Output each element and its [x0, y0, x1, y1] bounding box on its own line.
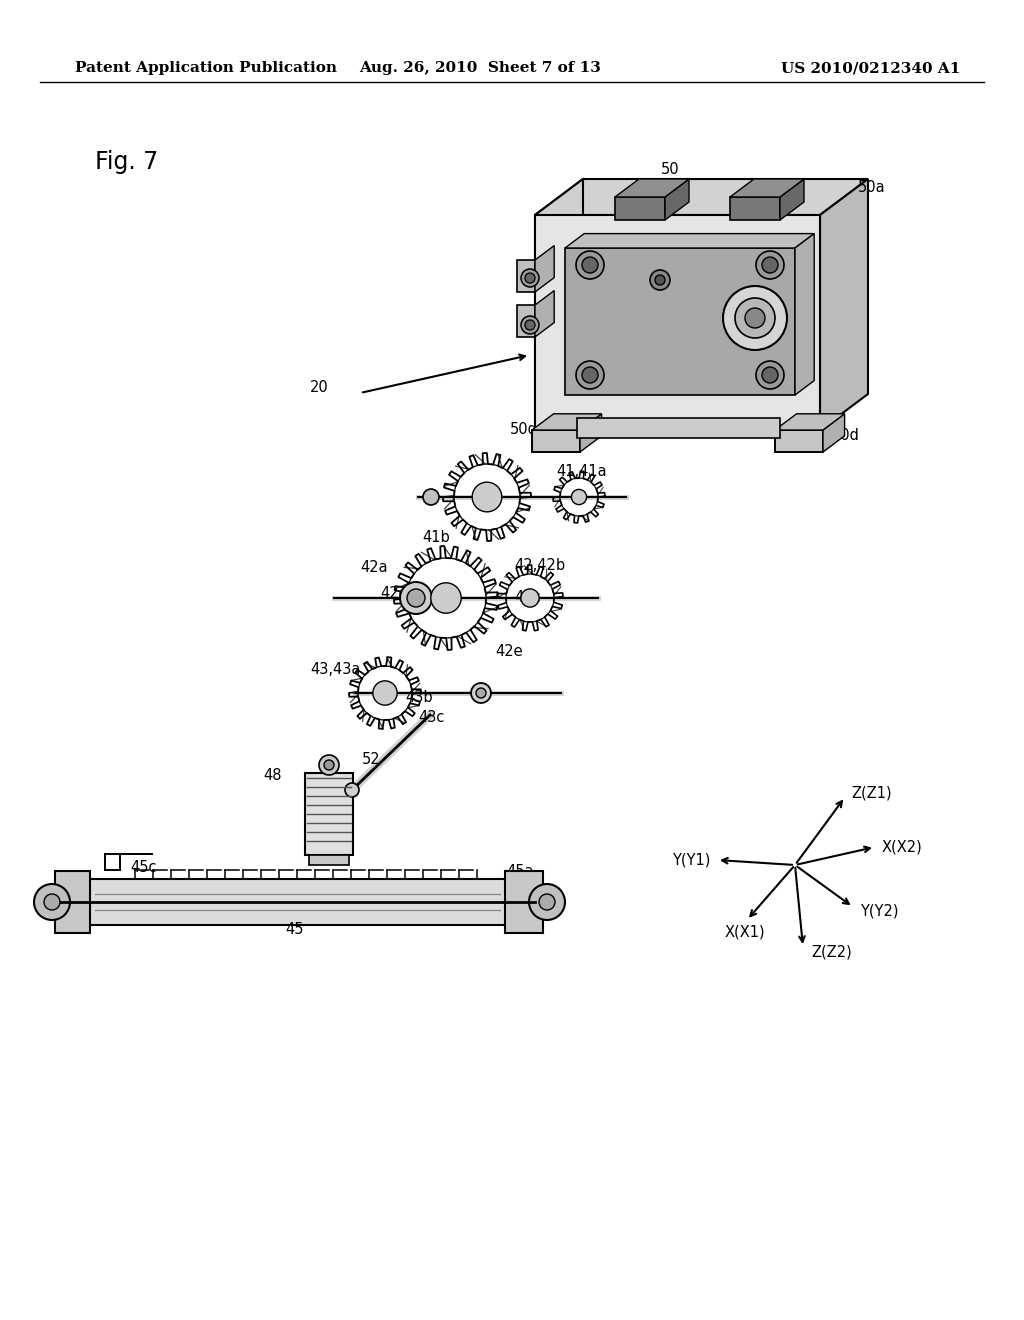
Polygon shape — [565, 234, 814, 248]
Circle shape — [431, 583, 461, 614]
Circle shape — [319, 755, 339, 775]
Text: 50e: 50e — [672, 268, 699, 282]
Text: 20: 20 — [310, 380, 329, 396]
Text: Y(Y1): Y(Y1) — [672, 853, 710, 867]
Circle shape — [571, 490, 587, 504]
Circle shape — [521, 269, 539, 286]
Circle shape — [345, 783, 359, 797]
Circle shape — [756, 251, 784, 279]
Polygon shape — [55, 871, 90, 933]
Circle shape — [756, 360, 784, 389]
Text: 42a: 42a — [360, 560, 388, 574]
Circle shape — [582, 257, 598, 273]
Text: 45: 45 — [285, 923, 303, 937]
Circle shape — [762, 367, 778, 383]
Circle shape — [575, 251, 604, 279]
Circle shape — [34, 884, 70, 920]
Text: 42c: 42c — [514, 590, 541, 605]
Polygon shape — [730, 180, 804, 197]
Polygon shape — [535, 215, 820, 430]
Polygon shape — [565, 248, 795, 395]
Text: 45b: 45b — [55, 920, 83, 936]
Circle shape — [575, 360, 604, 389]
Polygon shape — [532, 413, 602, 430]
Text: 50a: 50a — [858, 181, 886, 195]
Polygon shape — [795, 234, 814, 395]
Text: Y(Y2): Y(Y2) — [860, 903, 898, 919]
Polygon shape — [305, 774, 353, 855]
Circle shape — [407, 589, 425, 607]
Text: Aug. 26, 2010  Sheet 7 of 13: Aug. 26, 2010 Sheet 7 of 13 — [359, 61, 601, 75]
Text: 42,42b: 42,42b — [514, 557, 565, 573]
Circle shape — [521, 589, 539, 607]
Polygon shape — [823, 413, 845, 451]
Circle shape — [529, 884, 565, 920]
Circle shape — [521, 315, 539, 334]
Text: 50d: 50d — [831, 428, 860, 442]
Polygon shape — [535, 180, 868, 215]
Polygon shape — [775, 430, 823, 451]
Circle shape — [525, 273, 535, 282]
Circle shape — [762, 257, 778, 273]
Polygon shape — [532, 430, 580, 451]
Circle shape — [476, 688, 486, 698]
Text: 50b: 50b — [793, 302, 821, 318]
Polygon shape — [730, 197, 780, 220]
Polygon shape — [80, 879, 515, 925]
Text: 41b: 41b — [422, 531, 450, 545]
Circle shape — [539, 894, 555, 909]
Circle shape — [525, 319, 535, 330]
Text: 43,43a: 43,43a — [310, 663, 360, 677]
Text: 43c: 43c — [418, 710, 444, 726]
Text: 45c: 45c — [130, 861, 157, 875]
Polygon shape — [535, 246, 554, 292]
Text: 41,41a: 41,41a — [556, 465, 606, 479]
Text: X(X2): X(X2) — [882, 840, 923, 854]
Polygon shape — [780, 180, 804, 220]
Polygon shape — [517, 305, 535, 337]
Polygon shape — [535, 180, 583, 430]
Circle shape — [745, 308, 765, 327]
Text: 50: 50 — [660, 162, 679, 177]
Polygon shape — [615, 180, 689, 197]
Polygon shape — [665, 180, 689, 220]
Polygon shape — [535, 290, 554, 337]
Text: 50c: 50c — [618, 411, 645, 425]
Text: 42d: 42d — [380, 586, 408, 602]
Circle shape — [471, 682, 490, 704]
Circle shape — [723, 286, 787, 350]
Polygon shape — [820, 180, 868, 430]
Polygon shape — [505, 871, 543, 933]
Text: 42e: 42e — [495, 644, 522, 660]
Polygon shape — [775, 413, 845, 430]
Circle shape — [650, 271, 670, 290]
Circle shape — [373, 681, 397, 705]
Text: Z(Z1): Z(Z1) — [851, 785, 892, 800]
Text: Fig. 7: Fig. 7 — [95, 150, 159, 174]
Circle shape — [423, 488, 439, 506]
Polygon shape — [309, 855, 349, 865]
Text: 50d: 50d — [510, 422, 538, 437]
Polygon shape — [577, 418, 780, 438]
Polygon shape — [615, 197, 665, 220]
Text: Z(Z2): Z(Z2) — [811, 945, 852, 960]
Text: 43b: 43b — [406, 689, 432, 705]
Circle shape — [735, 298, 775, 338]
Polygon shape — [517, 260, 535, 292]
Text: Patent Application Publication: Patent Application Publication — [75, 61, 337, 75]
Circle shape — [44, 894, 60, 909]
Circle shape — [472, 482, 502, 512]
Circle shape — [655, 275, 665, 285]
Text: 52: 52 — [362, 752, 381, 767]
Text: US 2010/0212340 A1: US 2010/0212340 A1 — [780, 61, 961, 75]
Circle shape — [324, 760, 334, 770]
Circle shape — [582, 367, 598, 383]
Text: X(X1): X(X1) — [725, 924, 765, 940]
Text: 48: 48 — [263, 767, 282, 783]
Circle shape — [400, 582, 432, 614]
Polygon shape — [580, 413, 602, 451]
Text: 45a: 45a — [506, 865, 534, 879]
